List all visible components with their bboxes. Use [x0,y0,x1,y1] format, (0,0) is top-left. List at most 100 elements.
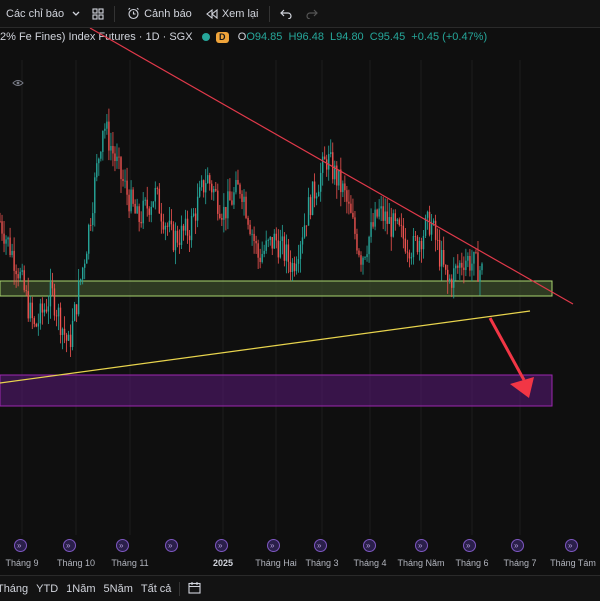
candle [404,228,407,254]
economic-event-icon[interactable]: » [415,539,428,552]
economic-event-icon[interactable]: » [63,539,76,552]
alerts-button[interactable]: Cảnh báo [127,0,192,27]
candle [192,207,195,218]
candle [140,211,142,228]
candle [386,198,388,235]
candle [13,237,15,285]
candle [84,259,86,280]
candle [33,316,35,328]
redo-icon[interactable] [305,0,318,27]
date-range-calendar-icon[interactable] [188,581,201,597]
economic-event-icon[interactable]: » [165,539,178,552]
candle [120,156,122,194]
ohlc-open-label: O [237,31,247,43]
candle [132,187,134,207]
candle [354,211,356,240]
time-axis[interactable]: Tháng 9 Tháng 10 Tháng 11 2025 Tháng Hai Thán… [0,555,600,575]
time-axis-label: Tháng Tám [550,558,596,568]
candle [434,214,437,252]
economic-event-icon[interactable]: » [14,539,27,552]
candle [309,194,312,220]
range-5-years[interactable]: 5Năm [103,582,133,595]
eye-icon[interactable] [12,80,24,86]
replay-button[interactable]: Xem lại [205,0,259,27]
economic-event-icon[interactable]: » [363,539,376,552]
candle [463,256,465,284]
candle [11,243,13,258]
economic-event-icon[interactable]: » [511,539,524,552]
candle [3,220,5,253]
candle [481,262,483,275]
candle [299,241,302,273]
candle [477,240,479,282]
delayed-data-badge[interactable]: D [215,31,229,43]
support-trendline[interactable] [0,310,531,384]
candle [102,130,104,161]
candle [49,268,52,319]
candle [303,213,306,239]
economic-event-icon[interactable]: » [314,539,327,552]
candle [436,228,439,251]
undo-icon[interactable] [279,0,292,27]
candle [328,145,330,181]
range-1-year[interactable]: 1Năm [66,582,96,595]
support-zone[interactable] [0,280,553,297]
forecast-arrow[interactable] [488,317,534,398]
candle [251,229,253,246]
candle [384,198,386,232]
price-chart[interactable] [0,28,600,553]
chevron-down-icon[interactable] [72,0,80,27]
candle [225,206,227,231]
candle [475,249,477,255]
economic-event-icon[interactable]: » [565,539,578,552]
candle [469,248,471,277]
candle [390,207,392,251]
candle [422,230,425,259]
candle [350,195,352,214]
top-toolbar: Các chỉ báo Cảnh báo Xem lại [0,0,600,28]
symbol-title[interactable]: 2% Fe Fines) Index Futures · 1D · SGX [0,31,193,43]
candle [23,265,25,293]
economic-event-icon[interactable]: » [116,539,129,552]
candle [261,241,263,264]
candle [211,180,213,200]
candle [41,297,44,325]
candle [323,146,326,160]
candle [457,254,459,274]
candle [190,208,193,248]
candle [438,229,441,271]
candle [402,217,405,249]
candle [271,237,273,256]
economic-event-icon[interactable]: » [267,539,280,552]
layouts-grid-icon[interactable] [92,0,104,27]
target-zone[interactable] [0,374,553,407]
candle [202,179,205,198]
candle [360,251,362,272]
candle [176,225,179,248]
candle [45,298,48,314]
time-axis-label: 2025 [212,558,234,568]
range-all[interactable]: Tất cả [140,582,172,595]
candle [247,215,249,230]
candle [255,235,257,254]
candle [213,185,215,201]
candle [424,214,427,238]
candle [273,229,275,249]
candle [374,201,376,231]
economic-event-icon[interactable]: » [215,539,228,552]
candle [267,238,269,248]
resistance-trendline[interactable] [89,28,574,305]
range-3-months[interactable]: 3 Tháng [0,582,29,595]
candle [317,184,320,197]
candle [398,217,401,227]
range-ytd[interactable]: YTD [36,582,59,595]
candle [9,227,11,258]
candle [338,169,340,191]
candle [152,201,154,208]
candle [245,191,247,220]
alarm-clock-icon [128,7,139,20]
candle [257,239,259,269]
indicators-button[interactable]: Các chỉ báo [6,0,64,27]
toolbar-divider [268,5,270,22]
economic-event-icon[interactable]: » [463,539,476,552]
